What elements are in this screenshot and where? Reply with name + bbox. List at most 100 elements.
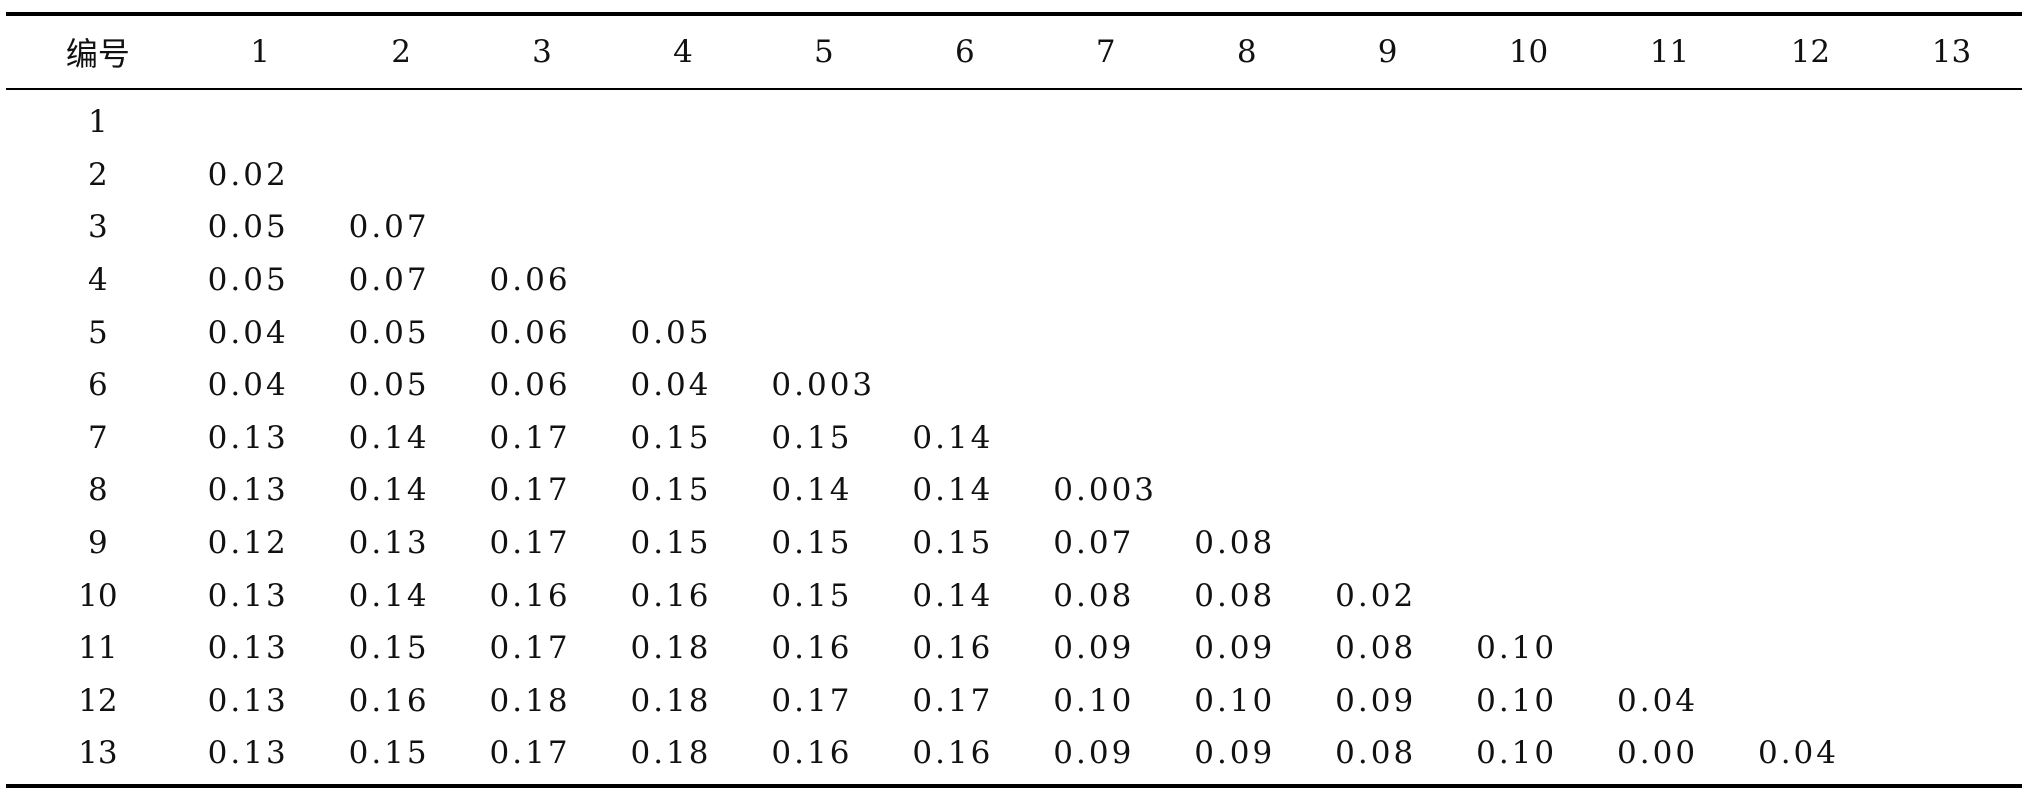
matrix-cell	[1458, 306, 1599, 359]
table-row: 13 0.13 0.15 0.17 0.18 0.16 0.16 0.09 0.09 0.08 0.…	[6, 727, 2022, 780]
matrix-cell	[1176, 306, 1317, 359]
matrix-cell: 0.04	[630, 367, 712, 404]
table-row: 12 0.13 0.16 0.18 0.18 0.17 0.17 0.10 0.10 0.09 0.…	[6, 675, 2022, 728]
matrix-cell: 0.13	[207, 682, 289, 719]
matrix-cell: 0.09	[1194, 735, 1276, 772]
header-rule-row	[6, 88, 2022, 90]
matrix-cell: 0.07	[348, 209, 430, 246]
matrix-cell: 0.00	[1617, 735, 1699, 772]
matrix-cell	[1599, 306, 1740, 359]
matrix-cell	[1035, 412, 1176, 465]
table-row: 11 0.13 0.15 0.17 0.18 0.16 0.16 0.09 0.09 0.08 0.…	[6, 622, 2022, 675]
matrix-cell: 0.04	[1757, 735, 1839, 772]
matrix-cell	[894, 149, 1035, 202]
table-row: 4 0.05 0.07 0.06	[6, 254, 2022, 307]
table-row: 7 0.13 0.14 0.17 0.15 0.15 0.14	[6, 412, 2022, 465]
mid-rule	[6, 88, 2022, 90]
matrix-cell	[1458, 412, 1599, 465]
matrix-cell	[1881, 727, 2022, 780]
matrix-cell	[612, 201, 753, 254]
matrix-cell: 0.15	[771, 577, 853, 614]
header-column-10: 10	[1508, 34, 1549, 70]
matrix-cell: 0.06	[489, 367, 571, 404]
header-column-3: 3	[532, 34, 552, 70]
matrix-cell	[1035, 90, 1176, 149]
matrix: 编号 1 2 3 4 5 6 7 8 9 10 11 12 13 1 2 0.02 3 0.05 0.07 4 0.05…	[6, 16, 2022, 780]
matrix-cell	[1176, 90, 1317, 149]
matrix-cell: 0.14	[771, 472, 853, 509]
matrix-cell: 0.10	[1194, 682, 1276, 719]
header-id-label: 编号	[65, 35, 130, 73]
matrix-cell: 0.14	[912, 419, 994, 456]
matrix-cell	[1317, 412, 1458, 465]
distance-matrix-table: 编号 1 2 3 4 5 6 7 8 9 10 11 12 13 1 2 0.02 3 0.05 0.07 4 0.05…	[6, 12, 2022, 788]
matrix-cell	[1599, 90, 1740, 149]
matrix-cell: 0.07	[348, 262, 430, 299]
matrix-cell: 0.06	[489, 314, 571, 351]
matrix-cell: 0.04	[207, 314, 289, 351]
matrix-cell: 0.13	[207, 630, 289, 667]
matrix-cell: 0.14	[348, 419, 430, 456]
table-row: 8 0.13 0.14 0.17 0.15 0.14 0.14 0.003	[6, 464, 2022, 517]
matrix-cell	[753, 90, 894, 149]
matrix-cell	[472, 90, 613, 149]
table-row: 9 0.12 0.13 0.17 0.15 0.15 0.15 0.07 0.08	[6, 517, 2022, 570]
matrix-cell: 0.05	[207, 262, 289, 299]
matrix-cell	[331, 90, 472, 149]
matrix-cell: 0.04	[207, 367, 289, 404]
matrix-cell	[1881, 254, 2022, 307]
matrix-cell: 0.003	[771, 367, 876, 404]
matrix-cell	[1035, 359, 1176, 412]
matrix-cell	[1881, 149, 2022, 202]
matrix-cell	[1599, 201, 1740, 254]
matrix-cell: 0.17	[912, 682, 994, 719]
matrix-cell: 0.08	[1335, 735, 1417, 772]
matrix-cell	[1881, 412, 2022, 465]
matrix-cell	[1740, 201, 1881, 254]
row-id: 6	[87, 367, 108, 404]
matrix-cell: 0.10	[1476, 630, 1558, 667]
matrix-cell	[1740, 464, 1881, 517]
table-row: 6 0.04 0.05 0.06 0.04 0.003	[6, 359, 2022, 412]
matrix-cell	[1035, 149, 1176, 202]
matrix-cell	[1035, 254, 1176, 307]
matrix-cell	[1599, 149, 1740, 202]
matrix-cell: 0.18	[489, 682, 571, 719]
matrix-cell	[1881, 517, 2022, 570]
header-column-13: 13	[1931, 34, 1972, 70]
matrix-cell: 0.15	[348, 630, 430, 667]
matrix-cell: 0.05	[348, 314, 430, 351]
matrix-cell	[1740, 359, 1881, 412]
matrix-cell: 0.04	[1617, 682, 1699, 719]
row-id: 11	[78, 630, 118, 667]
matrix-cell: 0.17	[489, 419, 571, 456]
matrix-cell	[1881, 90, 2022, 149]
matrix-cell	[1740, 254, 1881, 307]
row-id: 13	[78, 735, 118, 772]
table-row: 2 0.02	[6, 149, 2022, 202]
matrix-cell: 0.15	[630, 525, 712, 562]
matrix-cell	[753, 201, 894, 254]
matrix-cell: 0.14	[348, 472, 430, 509]
matrix-cell	[1881, 201, 2022, 254]
matrix-cell: 0.17	[489, 630, 571, 667]
bottom-rule	[6, 783, 2022, 788]
header-column-1: 1	[250, 34, 270, 70]
matrix-cell	[1458, 201, 1599, 254]
row-id: 4	[87, 262, 108, 299]
matrix-cell	[1176, 149, 1317, 202]
table-row: 1	[6, 90, 2022, 149]
matrix-cell	[1740, 306, 1881, 359]
matrix-cell	[1599, 254, 1740, 307]
header-column-6: 6	[954, 34, 975, 70]
matrix-cell	[1317, 517, 1458, 570]
matrix-cell	[1599, 464, 1740, 517]
matrix-cell: 0.05	[207, 209, 289, 246]
matrix-cell: 0.17	[489, 735, 571, 772]
matrix-cell: 0.18	[630, 735, 712, 772]
matrix-cell: 0.13	[348, 525, 430, 562]
matrix-cell	[1881, 569, 2022, 622]
matrix-cell	[1740, 90, 1881, 149]
matrix-cell	[1035, 306, 1176, 359]
matrix-cell: 0.09	[1053, 735, 1135, 772]
